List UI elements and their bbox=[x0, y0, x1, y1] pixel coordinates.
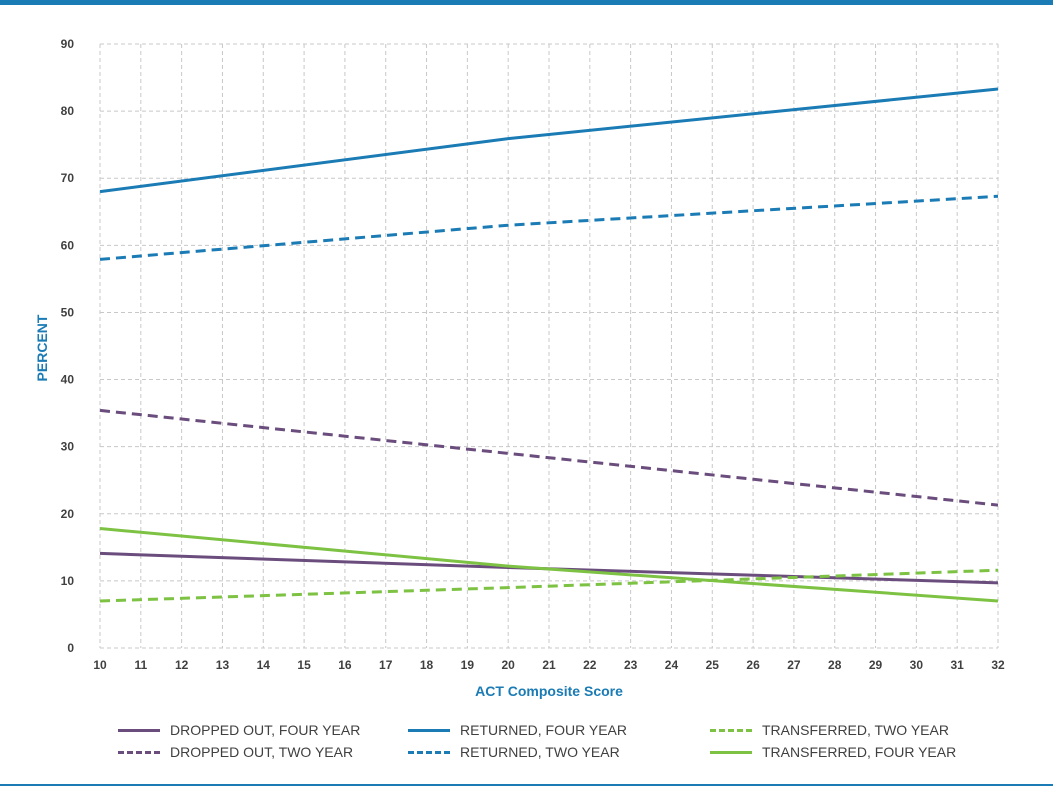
y-tick-label: 10 bbox=[61, 574, 75, 588]
x-tick-label: 19 bbox=[461, 658, 475, 672]
x-tick-label: 28 bbox=[828, 658, 842, 672]
x-tick-label: 17 bbox=[379, 658, 393, 672]
x-tick-label: 10 bbox=[93, 658, 107, 672]
y-axis-title: PERCENT bbox=[34, 314, 50, 381]
series-line-3 bbox=[99, 408, 999, 507]
x-tick-label: 20 bbox=[502, 658, 516, 672]
x-tick-label: 21 bbox=[542, 658, 556, 672]
series-line-1 bbox=[99, 527, 999, 603]
x-tick-label: 30 bbox=[910, 658, 924, 672]
y-tick-label: 0 bbox=[67, 641, 74, 655]
legend-label: DROPPED OUT, FOUR YEAR bbox=[170, 722, 361, 738]
y-tick-label: 80 bbox=[61, 104, 75, 118]
grid bbox=[99, 43, 999, 649]
legend-item: TRANSFERRED, TWO YEAR bbox=[710, 720, 949, 740]
legend-label: TRANSFERRED, FOUR YEAR bbox=[762, 744, 957, 760]
y-tick-label: 60 bbox=[61, 238, 75, 252]
legend-label: TRANSFERRED, TWO YEAR bbox=[762, 722, 949, 738]
x-tick-label: 22 bbox=[583, 658, 597, 672]
x-tick-label: 14 bbox=[257, 658, 271, 672]
x-tick-label: 16 bbox=[338, 658, 352, 672]
legend-swatch bbox=[408, 728, 450, 732]
series-line-4 bbox=[99, 568, 999, 603]
legend-swatch bbox=[710, 750, 752, 754]
legend-item: TRANSFERRED, FOUR YEAR bbox=[710, 742, 956, 762]
x-tick-label: 29 bbox=[869, 658, 883, 672]
x-tick-label: 32 bbox=[991, 658, 1005, 672]
x-tick-label: 27 bbox=[787, 658, 801, 672]
legend: DROPPED OUT, FOUR YEAR RETURNED, FOUR YEA… bbox=[118, 718, 958, 764]
legend-swatch bbox=[710, 728, 752, 732]
series-line-5 bbox=[99, 194, 999, 261]
x-tick-label: 25 bbox=[706, 658, 720, 672]
x-tick-label: 26 bbox=[746, 658, 760, 672]
x-tick-label: 13 bbox=[216, 658, 230, 672]
legend-item: RETURNED, FOUR YEAR bbox=[408, 720, 627, 740]
series-lines bbox=[99, 87, 999, 603]
x-tick-label: 12 bbox=[175, 658, 189, 672]
x-tick-label: 11 bbox=[134, 658, 147, 672]
x-tick-label: 18 bbox=[420, 658, 434, 672]
legend-swatch bbox=[408, 750, 450, 754]
series-line-2 bbox=[99, 87, 999, 194]
legend-item: DROPPED OUT, TWO YEAR bbox=[118, 742, 353, 762]
y-tick-label: 20 bbox=[61, 507, 75, 521]
y-axis-ticks: 0 10 20 30 40 50 60 70 80 90 bbox=[61, 37, 75, 655]
x-tick-label: 31 bbox=[951, 658, 965, 672]
legend-swatch bbox=[118, 728, 160, 732]
y-tick-label: 30 bbox=[61, 440, 75, 454]
legend-label: DROPPED OUT, TWO YEAR bbox=[170, 744, 354, 760]
x-axis-ticks: 10 11 12 13 14 15 16 17 18 19 20 21 22 23 24 25 26 27 28 29… bbox=[93, 658, 1005, 672]
y-tick-label: 40 bbox=[61, 373, 75, 387]
x-tick-label: 23 bbox=[624, 658, 638, 672]
x-axis-title: ACT Composite Score bbox=[475, 683, 623, 699]
legend-item: DROPPED OUT, FOUR YEAR bbox=[118, 720, 360, 740]
y-tick-label: 90 bbox=[61, 37, 75, 51]
x-tick-label: 24 bbox=[665, 658, 679, 672]
y-tick-label: 50 bbox=[61, 305, 75, 319]
bottom-rule bbox=[0, 784, 1053, 786]
legend-label: RETURNED, FOUR YEAR bbox=[460, 722, 627, 738]
y-tick-label: 70 bbox=[61, 171, 75, 185]
top-rule bbox=[0, 0, 1053, 5]
legend-label: RETURNED, TWO YEAR bbox=[460, 744, 620, 760]
legend-item: RETURNED, TWO YEAR bbox=[408, 742, 620, 762]
legend-swatch bbox=[118, 750, 160, 754]
x-tick-label: 15 bbox=[297, 658, 311, 672]
